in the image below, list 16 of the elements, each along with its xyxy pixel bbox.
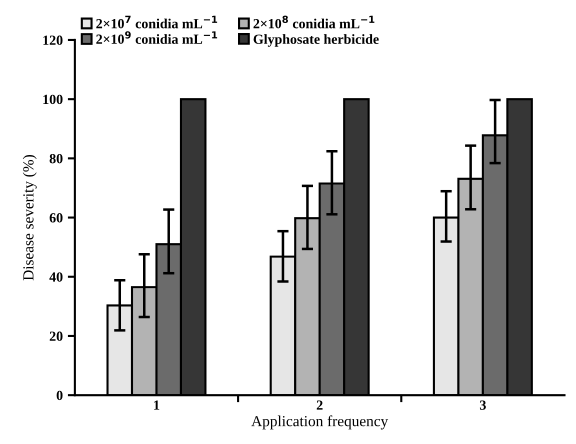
y-tick-label: 40 <box>49 272 63 282</box>
y-tick-label: 20 <box>50 332 63 341</box>
legend-label: 2×10$^{7}$ conidia mL$^{−1}$ <box>96 16 218 28</box>
legend-label: 2×10$^{9}$ conidia mL$^{−1}$ <box>96 31 218 44</box>
y-tick-label: 100 <box>43 94 63 104</box>
legend-label: 2×10$^{8}$ conidia mL$^{−1}$ <box>254 16 374 28</box>
x-axis-title: Application frequency <box>251 415 388 430</box>
y-tick-label: 0 <box>56 390 63 400</box>
x-tick-label: 2 <box>316 400 323 410</box>
y-axis-title: Disease severity (%) <box>22 155 37 280</box>
y-tick-label: 120 <box>43 36 63 45</box>
y-tick-label: 60 <box>50 213 63 223</box>
x-tick-label: 1 <box>154 400 160 410</box>
legend-label: Glyphosate herbicide <box>254 34 379 47</box>
y-tick-label: 80 <box>50 154 63 164</box>
x-tick-label: 3 <box>480 400 486 410</box>
